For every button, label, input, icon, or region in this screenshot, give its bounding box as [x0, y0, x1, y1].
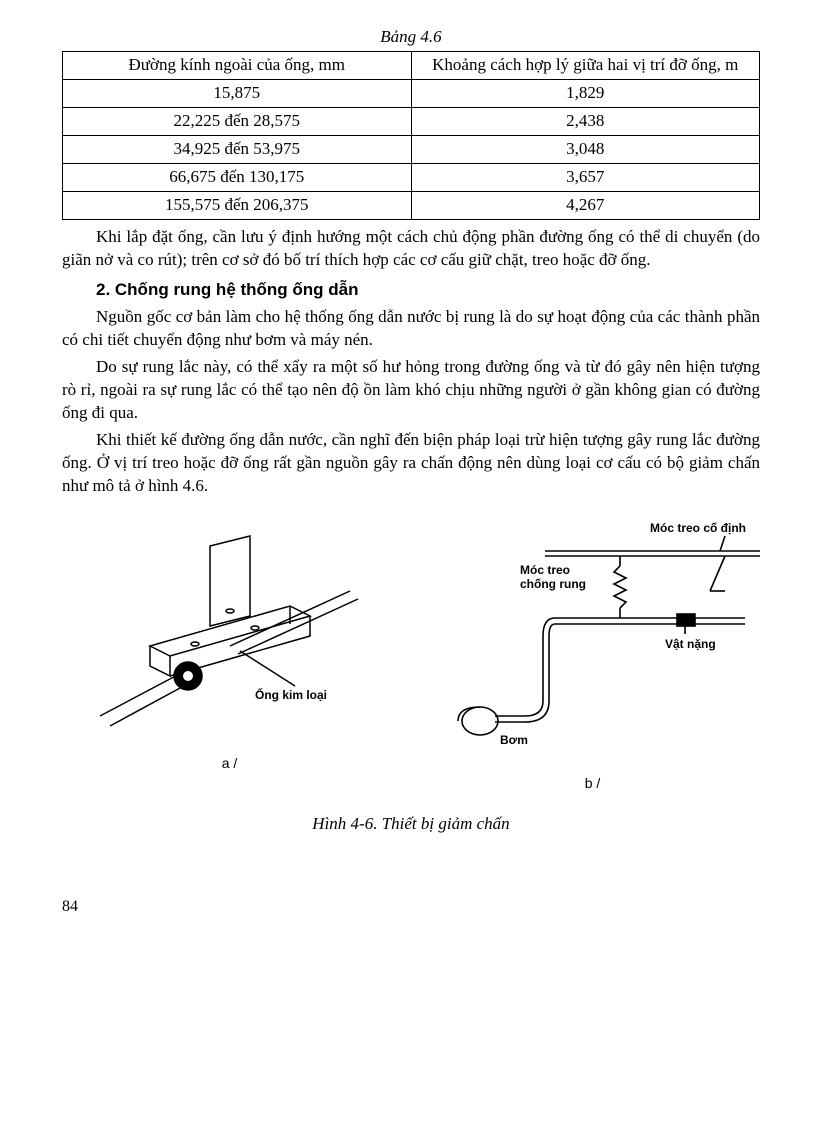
figure-b: Móc treo cố định Móc treo chống rung Vật…: [425, 516, 760, 793]
table-header-1: Khoảng cách hợp lý giữa hai vị trí đỡ ốn…: [411, 51, 760, 79]
table-row: 22,225 đến 28,5752,438: [63, 107, 760, 135]
figure-caption: Hình 4-6. Thiết bị giảm chấn: [62, 813, 760, 836]
figure-b-annot-damp-2: chống rung: [520, 577, 586, 591]
table-caption: Bảng 4.6: [62, 26, 760, 49]
figure-b-label: b /: [425, 774, 760, 793]
paragraph-4: Khi thiết kế đường ống dẫn nước, cần ngh…: [62, 429, 760, 498]
page-number: 84: [62, 896, 760, 918]
table-header-0: Đường kính ngoài của ống, mm: [63, 51, 412, 79]
figure-a-label: a /: [62, 754, 397, 773]
data-table: Đường kính ngoài của ống, mm Khoảng cách…: [62, 51, 760, 220]
table-cell: 3,657: [411, 163, 760, 191]
table-row: 15,8751,829: [63, 79, 760, 107]
table-row: 66,675 đến 130,1753,657: [63, 163, 760, 191]
table-cell: 66,675 đến 130,175: [63, 163, 412, 191]
figure-b-svg: Móc treo cố định Móc treo chống rung Vật…: [425, 516, 765, 766]
table-cell: 2,438: [411, 107, 760, 135]
paragraph-2: Nguồn gốc cơ bản làm cho hệ thống ống dẫ…: [62, 306, 760, 352]
table-cell: 3,048: [411, 135, 760, 163]
figure-row: Ống kim loại a /: [62, 516, 760, 793]
figure-a-svg: Ống kim loại: [80, 516, 380, 746]
paragraph-3: Do sự rung lắc này, có thể xẩy ra một số…: [62, 356, 760, 425]
table-cell: 34,925 đến 53,975: [63, 135, 412, 163]
table-row: 34,925 đến 53,9753,048: [63, 135, 760, 163]
figure-b-annot-damp-1: Móc treo: [520, 563, 570, 577]
figure-b-annot-weight: Vật nặng: [665, 637, 716, 651]
table-row: 155,575 đến 206,3754,267: [63, 191, 760, 219]
table-cell: 1,829: [411, 79, 760, 107]
figure-a-annot: Ống kim loại: [255, 687, 327, 702]
section-heading: 2. Chống rung hệ thống ống dẫn: [62, 279, 760, 302]
table-cell: 22,225 đến 28,575: [63, 107, 412, 135]
table-cell: 155,575 đến 206,375: [63, 191, 412, 219]
paragraph-1: Khi lắp đặt ống, cần lưu ý định hướng mộ…: [62, 226, 760, 272]
table-cell: 15,875: [63, 79, 412, 107]
figure-b-annot-pump: Bơm: [500, 733, 528, 747]
figure-a: Ống kim loại a /: [62, 516, 397, 793]
table-cell: 4,267: [411, 191, 760, 219]
figure-b-annot-fixed: Móc treo cố định: [650, 521, 746, 535]
